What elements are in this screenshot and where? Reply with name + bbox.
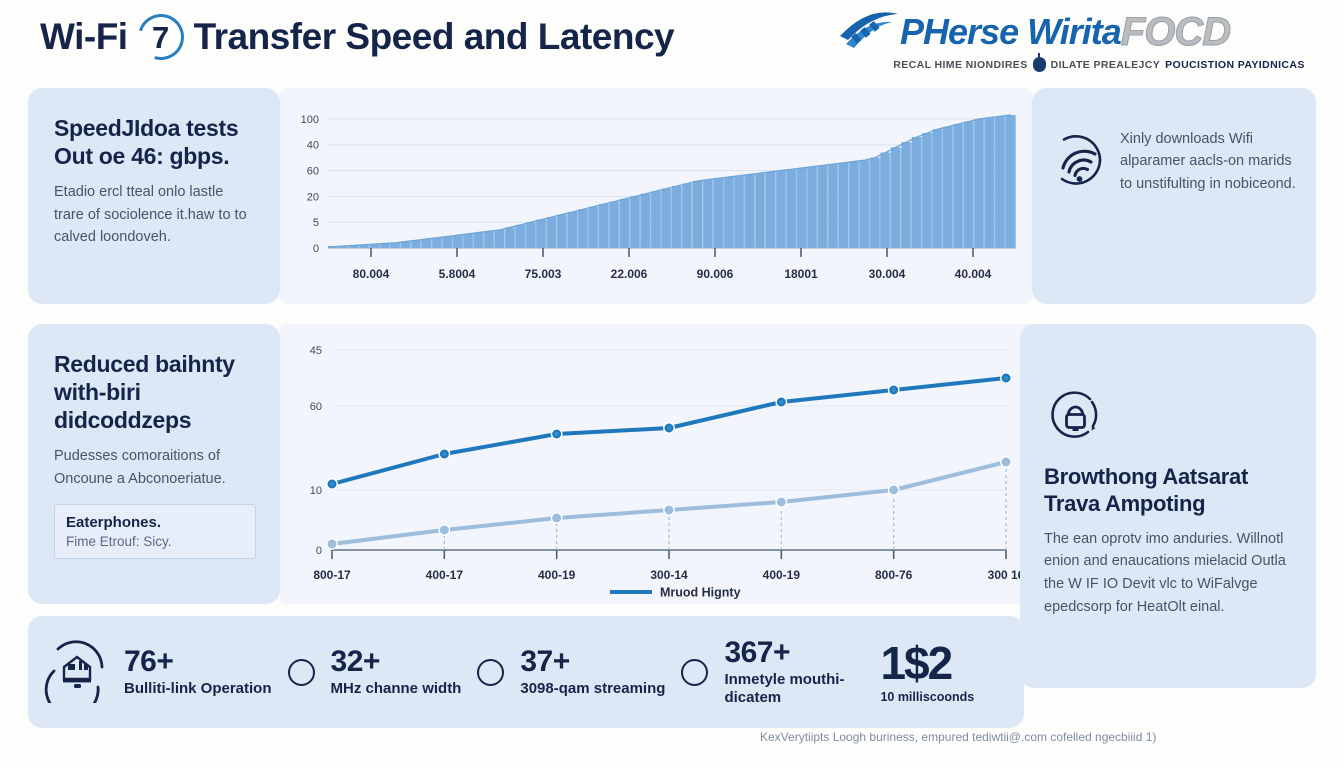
logo-word-secondary: FOCD [1120, 10, 1231, 54]
throughput-area-chart[interactable]: 100 40 60 20 5 0 80.004 5.8004 75.003 22.006 90.00… [280, 88, 1032, 304]
svg-text:100: 100 [301, 114, 319, 126]
logo-tagline-b: DILATE PREALEJCY [1050, 58, 1161, 71]
svg-text:5.8004: 5.8004 [439, 267, 476, 281]
stat-item: 32+ MHz channe width [331, 646, 462, 698]
wifi-note-body: Xinly downloads Wifi alparamer aacls-on … [1120, 131, 1296, 192]
latency-summary-panel: Reduced baihnty with-biri didcoddzeps Pu… [28, 324, 280, 604]
wifi7-badge-number: 7 [151, 19, 170, 55]
latency-callout-box: Eaterphones. Fime Etrouf: Sicy. [54, 504, 256, 560]
svg-text:45: 45 [310, 345, 322, 357]
svg-text:80.004: 80.004 [353, 267, 390, 281]
svg-text:300-14: 300-14 [650, 568, 688, 582]
svg-text:800-76: 800-76 [875, 568, 913, 582]
stat-highlight: 1$2 10 milliscoonds [880, 640, 974, 704]
stat-item: 76+ Bulliti-link Operation [124, 646, 272, 698]
router-home-icon [44, 637, 110, 717]
key-stats-bar: 76+ Bulliti-link Operation 32+ MHz chann… [28, 616, 1024, 728]
logo-tagline-pill-icon [1032, 53, 1046, 72]
wifi-signal-logo-icon [840, 12, 898, 48]
stat-label: Bulliti-link Operation [124, 679, 272, 697]
svg-text:800-17: 800-17 [313, 568, 351, 582]
logo-tagline-a: RECAL HIME NIONDIRES [893, 58, 1028, 71]
latency-callout-body: Fime Etrouf: Sicy. [66, 534, 172, 550]
svg-text:60: 60 [307, 166, 319, 178]
logo-tagline-c: POUCISTION PAYIDNICAS [1165, 58, 1305, 71]
wifi-icon [1060, 135, 1102, 185]
svg-text:300 16: 300 16 [988, 568, 1025, 582]
svg-text:5: 5 [313, 217, 319, 229]
latency-note-panel: Browthong Aatsarat Trava Ampoting The ea… [1020, 324, 1316, 688]
speed-summary-heading: SpeedJIdoa tests Out oe 46: gbps. [54, 115, 239, 170]
stat-bullet-icon [477, 658, 505, 686]
stat-bullet-icon [287, 658, 315, 686]
svg-text:20: 20 [307, 191, 319, 203]
svg-text:40.004: 40.004 [955, 267, 992, 281]
page-title: Wi-Fi 7 Transfer Speed and Latency [40, 5, 675, 69]
stat-number: 37+ [520, 645, 570, 679]
svg-text:10: 10 [310, 485, 322, 497]
stat-item: 37+ 3098-qam streaming [520, 646, 665, 698]
stat-number: 76+ [124, 645, 174, 679]
svg-text:400-19: 400-19 [763, 568, 801, 582]
svg-text:75.003: 75.003 [525, 267, 562, 281]
svg-text:22.006: 22.006 [611, 267, 648, 281]
stat-number: 32+ [330, 645, 381, 679]
svg-text:60: 60 [310, 401, 322, 413]
latency-note-heading: Browthong Aatsarat Trava Ampoting [1044, 464, 1249, 517]
stat-highlight-caption: 10 milliscoonds [880, 690, 975, 704]
stat-label: Inmetyle mouthi-dicatem [724, 670, 845, 706]
speed-summary-body: Etadio ercl tteal onlo lastle trare of s… [54, 184, 247, 246]
page-title-before: Wi-Fi [40, 16, 128, 57]
logo-word-primary: PHerse Wirita [900, 11, 1122, 52]
stat-number: 367+ [724, 636, 791, 670]
stat-item: 367+ Inmetyle mouthi-dicatem [724, 637, 874, 707]
latency-summary-heading: Reduced baihnty with-biri didcoddzeps [54, 351, 235, 434]
wifi7-badge-icon: 7 [129, 5, 192, 69]
svg-text:18001: 18001 [784, 267, 818, 281]
page-title-after: Transfer Speed and Latency [193, 16, 675, 57]
latency-line-chart[interactable]: 45 60 10 0 800-17 400-17 400-19 300-14 400-19 800… [280, 324, 1032, 604]
latency-lock-icon [1051, 391, 1098, 438]
latency-note-body: The ean oprotv imo anduries. Willnotl en… [1044, 530, 1286, 616]
svg-text:400-19: 400-19 [538, 568, 576, 582]
footer-note: KexVerytiipts Loogh buriness, empured te… [760, 730, 1157, 744]
stat-label: MHz channe width [330, 679, 462, 697]
stat-bullet-icon [681, 658, 709, 686]
svg-text:90.006: 90.006 [697, 267, 734, 281]
svg-text:Mruod Hignty: Mruod Hignty [660, 586, 741, 600]
wifi-note-panel: Xinly downloads Wifi alparamer aacls-on … [1032, 88, 1316, 304]
latency-callout-heading: Eaterphones. [66, 514, 162, 532]
svg-text:40: 40 [307, 140, 319, 152]
svg-text:400-17: 400-17 [426, 568, 464, 582]
svg-text:30.004: 30.004 [869, 267, 906, 281]
svg-text:0: 0 [316, 545, 322, 557]
latency-summary-body: Pudesses comoraitions of Oncoune a Abcon… [54, 448, 226, 487]
brand-logo: PHerse Wirita FOCD RECAL HIME NIONDIRES … [838, 8, 1308, 76]
page-header: Wi-Fi 7 Transfer Speed and Latency PHers… [0, 0, 1344, 86]
speed-summary-panel: SpeedJIdoa tests Out oe 46: gbps. Etadio… [28, 88, 280, 304]
stat-label: 3098-qam streaming [520, 679, 666, 697]
logo-tagline: RECAL HIME NIONDIRES DILATE PREALEJCY PO… [838, 53, 1308, 72]
svg-text:0: 0 [313, 243, 319, 255]
stat-highlight-value: 1$2 [880, 637, 953, 689]
